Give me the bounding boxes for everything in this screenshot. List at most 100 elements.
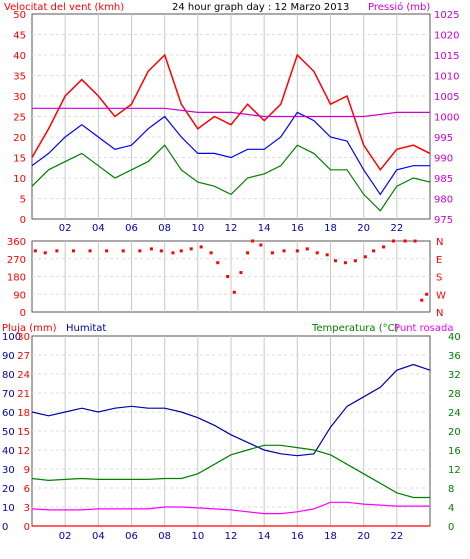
direction-point — [246, 251, 250, 255]
wind-x-tick: 16 — [291, 223, 304, 234]
direction-point — [232, 290, 236, 294]
direction-point — [179, 249, 183, 253]
direction-point — [105, 249, 109, 253]
temp-x-tick: 22 — [390, 531, 403, 542]
wind-x-tick: 08 — [158, 223, 171, 234]
temp-x-tick: 06 — [125, 531, 138, 542]
wind-x-tick: 12 — [225, 223, 238, 234]
temperature-y-tick: 16 — [448, 446, 461, 457]
humidity-y-tick: 100 — [2, 332, 21, 343]
rain-y-tick: 0 — [24, 522, 30, 533]
wind-y-tick: 20 — [13, 133, 26, 144]
wind-x-tick: 06 — [125, 223, 138, 234]
wind-x-tick: 18 — [324, 223, 337, 234]
direction-point — [295, 249, 299, 253]
compass-tick: N — [436, 308, 443, 319]
humidity-y-tick: 0 — [2, 522, 8, 533]
humidity-y-tick: 10 — [2, 503, 15, 514]
wind-x-tick: 14 — [258, 223, 271, 234]
direction-point — [363, 255, 367, 259]
direction-point — [189, 247, 193, 251]
direction-point — [209, 251, 213, 255]
humidity-y-tick: 50 — [2, 427, 15, 438]
temp-x-tick: 16 — [291, 531, 304, 542]
compass-tick: W — [436, 290, 446, 301]
direction-point — [149, 247, 153, 251]
left-axis-label: Velocitat del vent (kmh) — [4, 2, 124, 13]
temp-x-tick: 20 — [357, 531, 370, 542]
pressure-y-tick: 980 — [434, 195, 453, 206]
temp-x-tick: 10 — [191, 531, 204, 542]
temperature-axis-label: Temperatura (°C) — [311, 323, 399, 334]
pressure-y-tick: 990 — [434, 154, 453, 165]
direction-y-tick: 0 — [20, 308, 26, 319]
rain-y-tick: 15 — [17, 427, 30, 438]
series-gust — [31, 53, 431, 172]
direction-y-tick: 360 — [7, 237, 26, 248]
direction-point — [382, 245, 386, 249]
direction-point — [251, 239, 255, 243]
rain-y-tick: 27 — [17, 351, 30, 362]
direction-point — [420, 298, 424, 302]
direction-point — [315, 251, 319, 255]
wind-x-tick: 20 — [357, 223, 370, 234]
humidity-y-tick: 90 — [2, 351, 15, 362]
humidity-y-tick: 40 — [2, 446, 15, 457]
wind-y-tick: 25 — [13, 113, 26, 124]
wind-y-tick: 45 — [13, 31, 26, 42]
wind-y-tick: 0 — [20, 215, 26, 226]
wind-y-tick: 15 — [13, 154, 26, 165]
pressure-y-tick: 1015 — [434, 51, 459, 62]
direction-point — [71, 249, 75, 253]
pressure-y-tick: 1020 — [434, 31, 459, 42]
direction-point — [33, 249, 37, 253]
temp-x-tick: 02 — [59, 531, 72, 542]
direction-point — [43, 251, 47, 255]
wind-y-tick: 35 — [13, 72, 26, 83]
rain-y-tick: 6 — [24, 484, 30, 495]
temp-x-tick: 04 — [92, 531, 105, 542]
direction-point — [138, 249, 142, 253]
series-avg — [31, 144, 431, 212]
rain-y-tick: 24 — [17, 370, 30, 381]
rain-y-tick: 21 — [17, 389, 30, 400]
rain-y-tick: 9 — [24, 465, 30, 476]
direction-point — [55, 249, 59, 253]
direction-point — [305, 247, 309, 251]
pressure-y-tick: 995 — [434, 133, 453, 144]
humidity-y-tick: 70 — [2, 389, 15, 400]
compass-tick: S — [436, 273, 442, 284]
temperature-y-tick: 0 — [448, 522, 454, 533]
pressure-y-tick: 1000 — [434, 113, 459, 124]
temp-x-tick: 18 — [324, 531, 337, 542]
direction-point — [325, 253, 329, 257]
rain-y-tick: 18 — [17, 408, 30, 419]
dewpoint-axis-label: Punt rosada — [394, 323, 453, 334]
wind-x-tick: 04 — [92, 223, 105, 234]
series-pressure — [32, 107, 430, 118]
humidity-y-tick: 30 — [2, 465, 15, 476]
temperature-y-tick: 28 — [448, 389, 461, 400]
direction-point — [282, 249, 286, 253]
direction-point — [159, 249, 163, 253]
temp-x-tick: 14 — [258, 531, 271, 542]
rain-y-tick: 30 — [17, 332, 30, 343]
rain-axis-label: Pluja (mm) — [2, 323, 57, 334]
direction-point — [226, 275, 230, 278]
direction-point — [199, 245, 203, 249]
direction-point — [270, 251, 274, 255]
temperature-y-tick: 32 — [448, 370, 461, 381]
direction-point — [259, 243, 263, 247]
wind-x-tick: 22 — [390, 223, 403, 234]
humidity-axis-label: Humitat — [66, 323, 106, 334]
humidity-y-tick: 60 — [2, 408, 15, 419]
temperature-y-tick: 8 — [448, 484, 454, 495]
temp-x-tick: 12 — [225, 531, 238, 542]
humidity-y-tick: 80 — [2, 370, 15, 381]
direction-point — [171, 251, 175, 255]
direction-point — [413, 239, 417, 243]
direction-y-tick: 270 — [7, 255, 26, 266]
direction-point — [353, 259, 357, 263]
temperature-y-tick: 12 — [448, 465, 461, 476]
pressure-y-tick: 975 — [434, 215, 453, 226]
